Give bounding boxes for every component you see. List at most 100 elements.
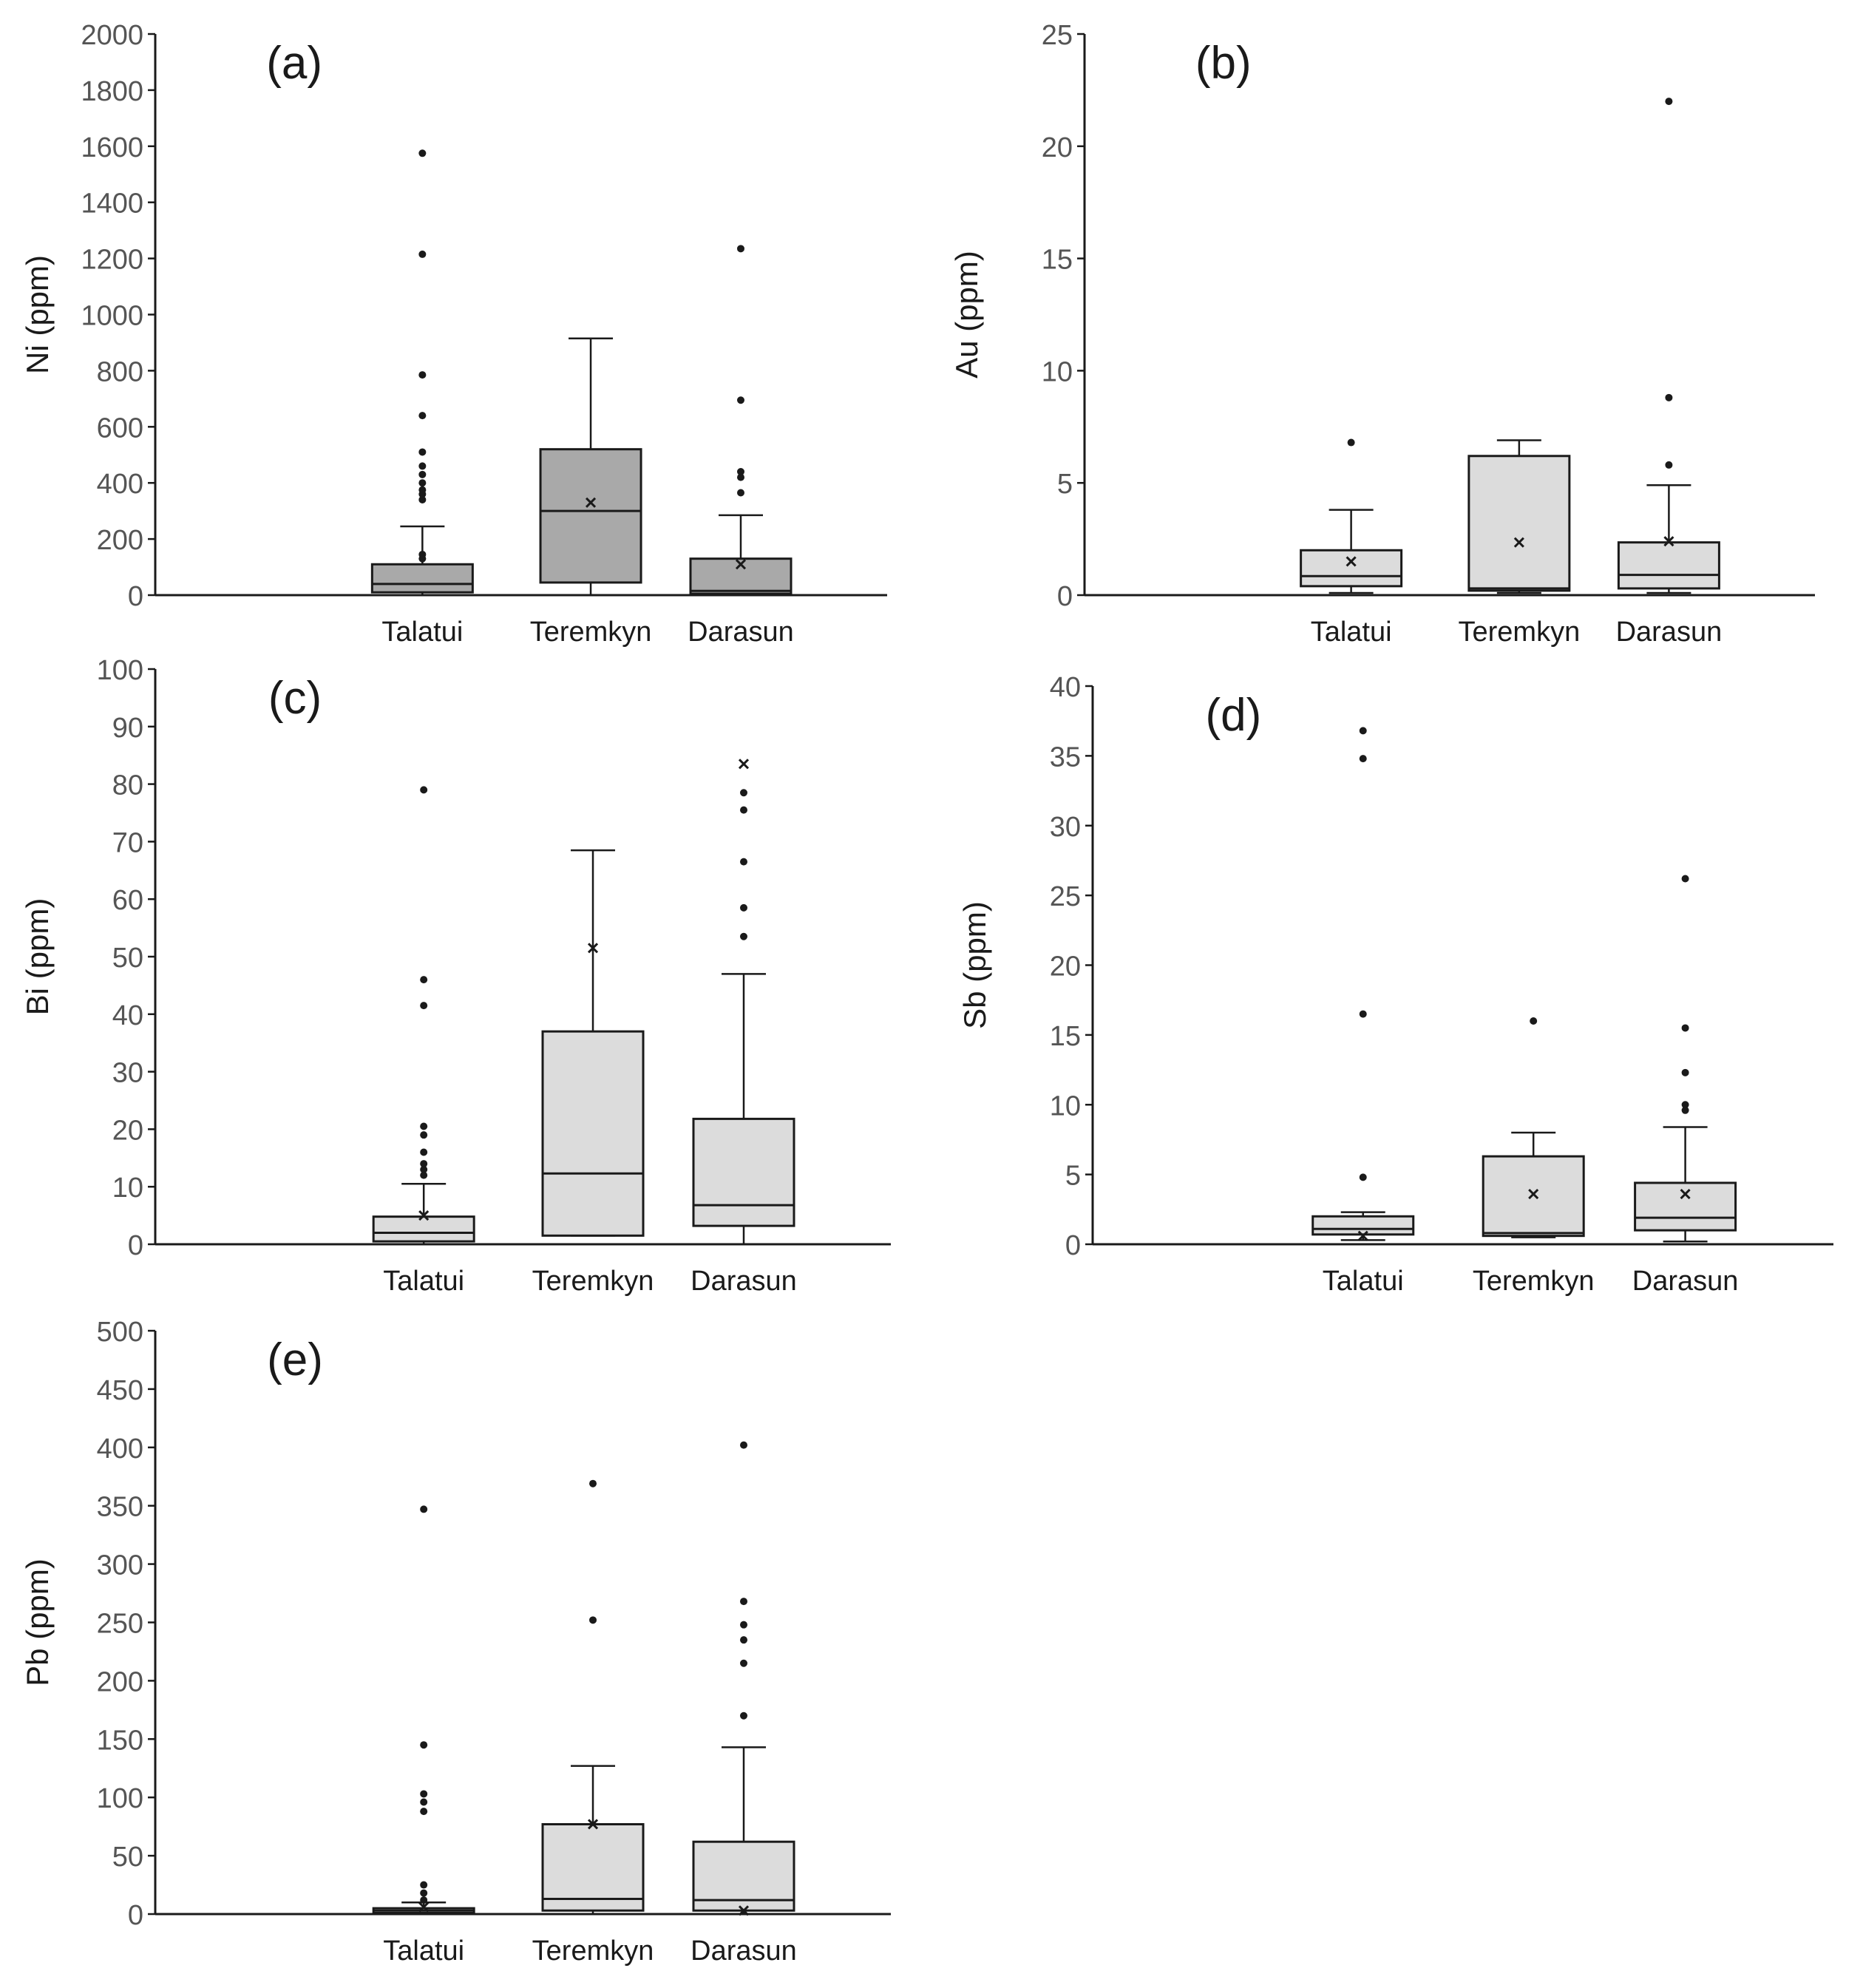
box-talatui <box>372 786 475 1246</box>
outlier-point <box>420 1505 428 1513</box>
outlier-point <box>740 1621 747 1629</box>
outlier-point <box>1681 875 1689 883</box>
mean-marker <box>1513 537 1524 548</box>
outlier-point <box>420 1808 428 1816</box>
outlier-point <box>420 1148 428 1156</box>
outlier-point <box>740 1636 747 1644</box>
y-tick-label: 150 <box>97 1725 143 1756</box>
panel-label: (b) <box>1195 38 1252 89</box>
mean-marker-stroke <box>587 1819 599 1830</box>
y-tick-label: 400 <box>97 1434 143 1465</box>
outlier-point <box>420 1896 428 1904</box>
mean-marker-stroke <box>735 559 747 570</box>
y-tick-label: 450 <box>97 1375 143 1406</box>
box-teremkyn <box>1467 439 1571 594</box>
y-tick-label: 30 <box>112 1058 143 1089</box>
y-tick-label: 90 <box>112 713 143 744</box>
y-tick-label: 5 <box>1057 469 1073 500</box>
box-talatui <box>370 149 474 597</box>
y-tick-label: 40 <box>1050 672 1081 703</box>
outlier-point <box>737 245 744 253</box>
outlier-point <box>418 495 427 503</box>
y-tick-label: 600 <box>97 413 143 444</box>
outlier-point <box>420 1002 428 1010</box>
outlier-point <box>418 462 427 470</box>
outlier-point <box>418 448 427 456</box>
y-tick-label: 0 <box>1065 1230 1081 1261</box>
outlier-point <box>740 806 747 814</box>
chart-panel-e: 0 50 100 150 200 250 300 350 400 450 500 Pb (ppm) (e… <box>20 1317 891 1967</box>
mean-marker <box>1357 1230 1368 1241</box>
outlier-point <box>420 976 428 984</box>
outlier-point <box>420 1165 428 1173</box>
outlier-point <box>420 1790 428 1798</box>
mean-marker-stroke <box>1680 1188 1691 1200</box>
outlier-point <box>420 786 428 794</box>
panel-label: (d) <box>1205 690 1261 741</box>
mean-marker-stroke <box>585 497 597 508</box>
mean-marker-stroke <box>738 759 750 770</box>
box-talatui <box>372 1505 475 1916</box>
x-tick-label: Darasun <box>690 1266 797 1297</box>
x-tick-label: Darasun <box>1632 1266 1739 1297</box>
box-teremkyn <box>541 849 645 1237</box>
y-tick-label: 50 <box>112 1842 143 1873</box>
mean-marker-stroke <box>1513 537 1524 548</box>
x-tick-label: Talatui <box>381 617 463 648</box>
iqr-box <box>1634 1181 1737 1232</box>
outlier-point <box>1665 393 1673 401</box>
y-tick-label: 0 <box>1057 581 1073 612</box>
y-axis-title: Pb (ppm) <box>20 1558 55 1686</box>
y-tick-label: 0 <box>128 1230 143 1261</box>
y-tick-label: 0 <box>128 581 143 612</box>
y-tick-label: 20 <box>1042 132 1073 163</box>
panel-label: (a) <box>266 38 322 89</box>
outlier-point <box>1665 98 1673 106</box>
x-tick-label: Talatui <box>1311 617 1392 648</box>
outlier-point <box>1681 1106 1689 1114</box>
outlier-point <box>737 396 744 404</box>
outlier-point <box>420 1798 428 1806</box>
y-tick-label: 25 <box>1042 20 1073 51</box>
box-darasun <box>692 759 795 1246</box>
y-tick-label: 0 <box>128 1900 143 1931</box>
outlier-point <box>418 479 427 487</box>
iqr-box <box>1482 1155 1585 1238</box>
outlier-point <box>418 486 427 494</box>
outlier-point <box>1359 755 1367 763</box>
mean-marker-stroke <box>1357 1230 1368 1241</box>
outlier-point <box>420 1881 428 1889</box>
outlier-point <box>589 1479 597 1487</box>
mean-marker <box>1528 1188 1539 1200</box>
outlier-point <box>1681 1068 1689 1076</box>
outlier-point <box>1359 1173 1367 1181</box>
outlier-point <box>589 1616 597 1624</box>
y-tick-label: 40 <box>112 1000 143 1031</box>
outlier-point <box>1359 727 1367 735</box>
mean-marker-stroke <box>1663 536 1674 547</box>
outlier-point <box>737 489 744 497</box>
y-tick-label: 100 <box>97 655 143 686</box>
y-tick-label: 15 <box>1050 1021 1081 1052</box>
y-tick-label: 200 <box>97 1666 143 1697</box>
iqr-box <box>1311 1215 1415 1236</box>
y-tick-label: 5 <box>1065 1161 1081 1192</box>
x-tick-label: Talatui <box>383 1936 464 1967</box>
x-tick-label: Teremkyn <box>532 1936 654 1967</box>
box-teremkyn <box>541 1479 645 1916</box>
mean-marker <box>418 1210 430 1221</box>
outlier-point <box>420 1889 428 1897</box>
mean-marker <box>585 497 597 508</box>
mean-marker <box>1680 1188 1691 1200</box>
outlier-point <box>1347 438 1355 447</box>
y-tick-label: 300 <box>97 1550 143 1581</box>
chart-panel-d: 0 5 10 15 20 25 30 35 40 Sb (ppm) (d) Talatui Teremk… <box>957 672 1833 1297</box>
outlier-point <box>418 550 427 558</box>
outlier-point <box>418 371 427 379</box>
outlier-point <box>420 1171 428 1179</box>
x-tick-label: Talatui <box>383 1266 464 1297</box>
box-darasun <box>689 245 793 597</box>
mean-marker <box>738 759 750 770</box>
box-teremkyn <box>1482 1017 1585 1238</box>
